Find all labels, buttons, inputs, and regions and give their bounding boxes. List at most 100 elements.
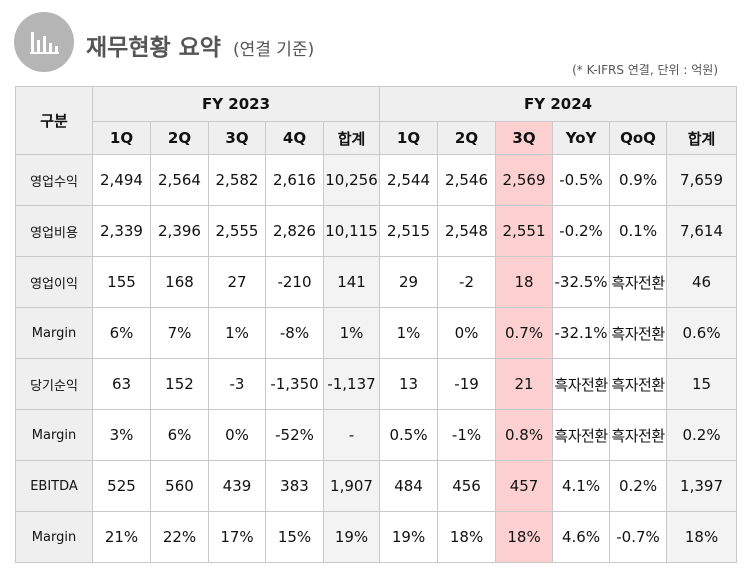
column-header-fy2023: 3Q — [208, 121, 266, 155]
table-cell: 27 — [208, 256, 266, 308]
table-cell: 0.1% — [609, 205, 668, 257]
table-cell: 2,555 — [208, 205, 266, 257]
table-cell: 383 — [265, 460, 324, 512]
table-cell: 2,616 — [265, 154, 324, 206]
table-cell: 2,396 — [150, 205, 209, 257]
report-header: 재무현황 요약 (연결 기준) (* K-IFRS 연결, 단위 : 억원) — [0, 0, 752, 85]
table-cell: 560 — [150, 460, 209, 512]
table-cell: 흑자전환 — [609, 409, 668, 461]
column-header-fy2024: 1Q — [379, 121, 439, 155]
page-title: 재무현황 요약 (연결 기준) — [86, 28, 314, 62]
row-label: Margin — [15, 409, 93, 461]
table-cell: 2,546 — [437, 154, 497, 206]
table-cell: -0.7% — [609, 511, 668, 563]
row-label: 영업수익 — [15, 154, 93, 206]
table-cell: 흑자전환 — [552, 358, 611, 410]
table-cell: 2,569 — [495, 154, 554, 206]
table-cell: 0% — [437, 307, 497, 359]
table-cell: -8% — [265, 307, 324, 359]
table-cell: -19 — [437, 358, 497, 410]
table-cell: 0.5% — [379, 409, 439, 461]
table-row: Margin 21% 22% 17% 15% 19% 19% 18% 18% 4.6% -0.7% 1… — [15, 511, 738, 563]
bar-chart-icon — [14, 12, 74, 72]
table-cell: 18% — [666, 511, 738, 563]
table-cell: 2,339 — [92, 205, 151, 257]
group-header-fy2024: FY 2024 — [379, 86, 738, 122]
table-cell: 17% — [208, 511, 266, 563]
table-row: Margin 6% 7% 1% -8% 1% 1% 0% 0.7% -32.1% 흑자전환 0.6% — [15, 307, 738, 359]
unit-note: (* K-IFRS 연결, 단위 : 억원) — [572, 63, 718, 77]
column-header-fy2023: 1Q — [92, 121, 151, 155]
table-cell: 15% — [265, 511, 324, 563]
table-row: 영업이익 155 168 27 -210 141 29 -2 18 -32.5% 흑자전환 46 — [15, 256, 738, 308]
table-cell: 456 — [437, 460, 497, 512]
table-row: 영업비용 2,339 2,396 2,555 2,826 10,115 2,515 2,548… — [15, 205, 738, 257]
table-cell: 525 — [92, 460, 151, 512]
table-cell: 29 — [379, 256, 439, 308]
table-cell: 141 — [322, 256, 381, 308]
row-header-label: 구분 — [15, 86, 93, 155]
table-cell: 1,907 — [322, 460, 381, 512]
table-cell: 2,494 — [92, 154, 151, 206]
table-cell: 457 — [495, 460, 554, 512]
table-cell: 0% — [208, 409, 266, 461]
table-cell: 2,564 — [150, 154, 209, 206]
table-cell: 15 — [666, 358, 738, 410]
table-cell: - — [322, 409, 381, 461]
table-cell: 1% — [208, 307, 266, 359]
column-header-fy2023: 2Q — [150, 121, 209, 155]
column-header-fy2023: 합계 — [322, 121, 381, 155]
table-cell: 2,515 — [379, 205, 439, 257]
table-cell: 6% — [150, 409, 209, 461]
table-cell: 1% — [322, 307, 381, 359]
title-subtitle: (연결 기준) — [232, 40, 315, 60]
table-cell: 0.2% — [609, 460, 668, 512]
table-cell: 21% — [92, 511, 151, 563]
table-cell: 흑자전환 — [609, 307, 668, 359]
table-cell: 3% — [92, 409, 151, 461]
table-cell: 168 — [150, 256, 209, 308]
title-text: 재무현황 요약 — [86, 35, 221, 61]
table-cell: 4.6% — [552, 511, 611, 563]
table-cell: 18% — [495, 511, 554, 563]
table-cell: 439 — [208, 460, 266, 512]
table-cell: 1,397 — [666, 460, 738, 512]
column-header-fy2024: 3Q — [495, 121, 554, 155]
row-label: 영업비용 — [15, 205, 93, 257]
financial-summary-table: 구분 FY 2023 FY 2024 1Q 2Q 3Q 4Q 합계 1Q 2Q 3Q YoY Qo… — [15, 86, 738, 563]
column-header-fy2024: YoY — [552, 121, 611, 155]
column-header-fy2024: 2Q — [437, 121, 497, 155]
table-cell: 7,659 — [666, 154, 738, 206]
table-cell: 4.1% — [552, 460, 611, 512]
table-cell: 22% — [150, 511, 209, 563]
table-cell: 2,826 — [265, 205, 324, 257]
table-cell: -1,137 — [322, 358, 381, 410]
table-cell: 2,551 — [495, 205, 554, 257]
table-cell: -32.1% — [552, 307, 611, 359]
table-cell: 155 — [92, 256, 151, 308]
table-cell: -210 — [265, 256, 324, 308]
group-header-fy2023: FY 2023 — [91, 86, 381, 122]
row-label: 당기순익 — [15, 358, 93, 410]
table-cell: 0.8% — [495, 409, 554, 461]
table-cell: 13 — [379, 358, 439, 410]
table-row: Margin 3% 6% 0% -52% -0.5% -1% 0.8% 흑자전환 흑자전환 0.2% — [15, 409, 738, 461]
table-cell: 0.9% — [609, 154, 668, 206]
table-cell: -3 — [208, 358, 266, 410]
table-cell: -0.5% — [552, 154, 611, 206]
row-label: Margin — [15, 307, 93, 359]
table-cell: 흑자전환 — [552, 409, 611, 461]
table-cell: 7% — [150, 307, 209, 359]
table-cell: 6% — [92, 307, 151, 359]
table-cell: 19% — [379, 511, 439, 563]
table-cell: -0.2% — [552, 205, 611, 257]
table-cell: 2,548 — [437, 205, 497, 257]
table-row: 당기순익 63 152 -3 -1,350 -1,137 13 -19 21 흑자전환 흑자전환 15 — [15, 358, 738, 410]
table-cell: 18% — [437, 511, 497, 563]
row-label: EBITDA — [15, 460, 93, 512]
table-cell: 0.2% — [666, 409, 738, 461]
column-header-fy2024: 합계 — [666, 121, 738, 155]
table-row: EBITDA 525 560 439 383 1,907 484 456 457 4.1% 0.2%… — [15, 460, 738, 512]
table-cell: 10,115 — [322, 205, 381, 257]
table-cell: 63 — [92, 358, 151, 410]
